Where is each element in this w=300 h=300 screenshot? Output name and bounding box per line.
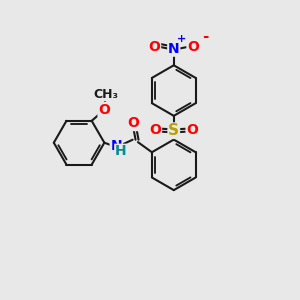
Text: N: N (168, 42, 180, 56)
Text: O: O (148, 40, 160, 54)
Text: O: O (127, 116, 139, 130)
Text: N: N (110, 139, 122, 153)
Text: O: O (98, 103, 110, 116)
Text: O: O (187, 40, 199, 54)
Text: -: - (202, 29, 208, 44)
Text: CH₃: CH₃ (93, 88, 118, 100)
Text: S: S (168, 123, 179, 138)
Text: O: O (149, 123, 161, 137)
Text: O: O (186, 123, 198, 137)
Text: H: H (115, 144, 126, 158)
Text: +: + (177, 34, 187, 44)
